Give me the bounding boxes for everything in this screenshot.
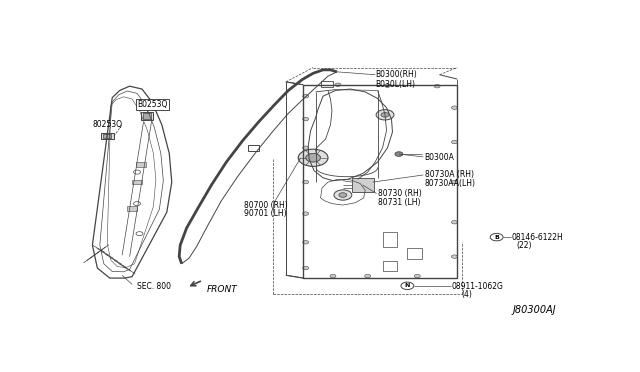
Circle shape — [451, 180, 458, 184]
Circle shape — [303, 212, 308, 215]
Circle shape — [303, 94, 308, 98]
Text: (4): (4) — [461, 290, 472, 299]
Text: 80730A (RH): 80730A (RH) — [425, 170, 474, 179]
Text: FRONT: FRONT — [207, 285, 237, 294]
Text: B: B — [494, 235, 499, 240]
Circle shape — [303, 118, 308, 121]
Circle shape — [385, 84, 390, 87]
Circle shape — [306, 154, 321, 162]
Text: 80700 (RH): 80700 (RH) — [244, 201, 287, 209]
Bar — [127, 206, 137, 211]
Bar — [352, 178, 374, 192]
FancyBboxPatch shape — [101, 132, 114, 140]
Text: 08911-1062G: 08911-1062G — [452, 282, 504, 291]
Circle shape — [451, 106, 458, 109]
FancyBboxPatch shape — [143, 113, 151, 119]
Circle shape — [395, 152, 403, 156]
Circle shape — [303, 180, 308, 184]
Circle shape — [451, 140, 458, 144]
Circle shape — [339, 193, 347, 197]
Text: B0300A: B0300A — [425, 153, 454, 162]
Circle shape — [414, 275, 420, 278]
Bar — [132, 180, 142, 184]
Text: 08146-6122H: 08146-6122H — [511, 234, 563, 243]
Circle shape — [381, 112, 389, 117]
Text: B0300(RH): B0300(RH) — [375, 70, 417, 79]
Text: 80253Q: 80253Q — [92, 121, 122, 129]
Text: 90701 (LH): 90701 (LH) — [244, 209, 286, 218]
FancyBboxPatch shape — [103, 134, 111, 138]
Text: (22): (22) — [516, 241, 532, 250]
Bar — [136, 162, 146, 167]
Text: 80730 (RH): 80730 (RH) — [378, 189, 421, 198]
Text: 80731 (LH): 80731 (LH) — [378, 198, 420, 207]
Circle shape — [334, 190, 352, 200]
Circle shape — [451, 255, 458, 258]
FancyBboxPatch shape — [141, 112, 154, 120]
Circle shape — [303, 266, 308, 270]
Circle shape — [434, 84, 440, 88]
Circle shape — [298, 149, 328, 166]
Text: B0253Q: B0253Q — [137, 100, 168, 109]
Text: SEC. 800: SEC. 800 — [137, 282, 171, 291]
Circle shape — [330, 275, 336, 278]
Circle shape — [376, 110, 394, 120]
Text: N: N — [404, 283, 410, 288]
Text: B030L(LH): B030L(LH) — [375, 80, 415, 89]
Circle shape — [335, 83, 341, 86]
Circle shape — [303, 146, 308, 150]
Bar — [321, 81, 333, 87]
Circle shape — [365, 275, 371, 278]
Circle shape — [303, 241, 308, 244]
Text: J80300AJ: J80300AJ — [513, 305, 556, 315]
Circle shape — [451, 221, 458, 224]
Text: 80730AA(LH): 80730AA(LH) — [425, 179, 476, 188]
